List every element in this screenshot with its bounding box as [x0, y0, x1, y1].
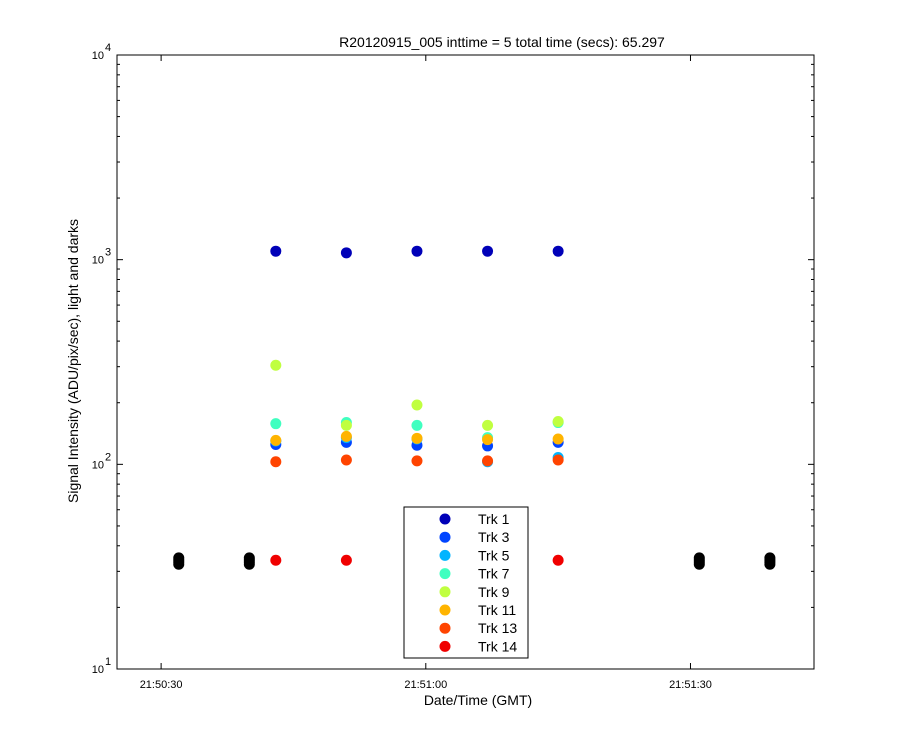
legend-marker-trk-9: [439, 586, 451, 598]
x-axis: 21:50:30 21:51:00 21:51:30: [140, 55, 712, 691]
point-trk-9: [340, 419, 352, 431]
point-trk-7: [411, 419, 423, 431]
legend-label-trk-7: Trk 7: [478, 566, 510, 582]
dark-point: [173, 552, 185, 564]
legend-label-trk-14: Trk 14: [478, 638, 517, 654]
point-trk-9: [270, 359, 282, 371]
legend-marker-trk-3: [439, 531, 451, 543]
legend-marker-trk-1: [439, 513, 451, 525]
legend-label-trk-9: Trk 9: [478, 584, 510, 600]
y-tick-exponent: 3: [105, 247, 111, 259]
legend-marker-trk-13: [439, 622, 451, 634]
point-trk-11: [552, 433, 564, 445]
point-trk-11: [411, 432, 423, 444]
legend-marker-trk-14: [439, 640, 451, 652]
point-trk-11: [482, 434, 494, 446]
point-trk-14: [552, 554, 564, 566]
point-trk-1: [552, 245, 564, 257]
point-trk-7: [270, 418, 282, 430]
point-trk-13: [552, 454, 564, 466]
point-trk-1: [340, 247, 352, 259]
point-trk-13: [270, 456, 282, 468]
point-trk-1: [482, 245, 494, 257]
x-tick-label: 21:51:00: [404, 679, 447, 691]
point-trk-14: [270, 554, 282, 566]
y-axis-label: Signal Intensity (ADU/pix/sec), light an…: [65, 219, 81, 503]
y-tick-label: 10: [92, 50, 104, 62]
legend-label-trk-13: Trk 13: [478, 620, 517, 636]
x-tick-label: 21:51:30: [669, 679, 712, 691]
point-trk-13: [411, 455, 423, 467]
chart-title: R20120915_005 inttime = 5 total time (se…: [339, 34, 665, 50]
legend-marker-trk-7: [439, 568, 451, 580]
y-tick-exponent: 2: [105, 451, 111, 463]
y-tick-exponent: 4: [105, 42, 111, 54]
legend-label-trk-1: Trk 1: [478, 511, 510, 527]
point-trk-1: [411, 245, 423, 257]
dark-point: [243, 552, 255, 564]
legend-label-trk-3: Trk 3: [478, 529, 510, 545]
point-trk-11: [340, 430, 352, 442]
y-tick-label: 10: [92, 255, 104, 267]
y-tick-label: 10: [92, 459, 104, 471]
y-tick-exponent: 1: [105, 656, 111, 668]
data-points: [173, 245, 776, 570]
legend-marker-trk-5: [439, 549, 451, 561]
point-trk-11: [270, 434, 282, 446]
point-trk-9: [482, 419, 494, 431]
legend-box: [403, 506, 529, 659]
point-trk-9: [411, 399, 423, 411]
x-axis-label: Date/Time (GMT): [424, 692, 532, 708]
point-trk-14: [340, 554, 352, 566]
point-trk-13: [340, 454, 352, 466]
legend-marker-trk-11: [439, 604, 451, 616]
dark-point: [764, 552, 776, 564]
legend: Trk 1 Trk 3 Trk 5 Trk 7 Trk 9 Trk 11 Trk 13 Trk…: [403, 506, 529, 659]
dark-point: [693, 552, 705, 564]
point-trk-1: [270, 245, 282, 257]
legend-label-trk-5: Trk 5: [478, 547, 510, 563]
point-trk-9: [552, 415, 564, 427]
y-tick-label: 10: [92, 664, 104, 676]
legend-label-trk-11: Trk 11: [478, 602, 516, 618]
x-tick-label: 21:50:30: [140, 679, 183, 691]
point-trk-13: [482, 455, 494, 467]
